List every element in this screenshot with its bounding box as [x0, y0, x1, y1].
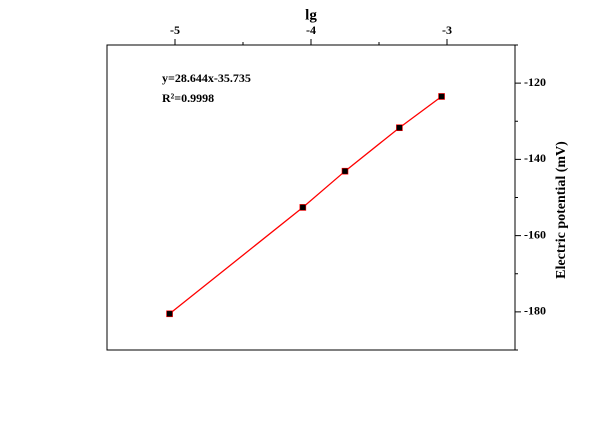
y-tick-label: -180: [524, 304, 546, 318]
x-tick-label: -5: [170, 23, 180, 37]
y-tick-label: -140: [524, 151, 546, 165]
x-tick-label: -4: [306, 23, 316, 37]
data-point: [341, 167, 349, 175]
y-tick-label: -160: [524, 227, 546, 241]
data-point: [299, 204, 307, 211]
annotation: R²=0.9998: [162, 91, 214, 105]
data-point: [166, 310, 173, 318]
y-axis-label: Electric potential (mV): [554, 141, 569, 279]
chart-title: lg: [305, 7, 317, 23]
data-point: [396, 124, 403, 132]
annotation: y=28.644x-35.735: [162, 71, 251, 85]
x-tick-label: -3: [442, 23, 452, 37]
y-tick-label: -120: [524, 75, 546, 89]
data-point: [438, 93, 445, 100]
